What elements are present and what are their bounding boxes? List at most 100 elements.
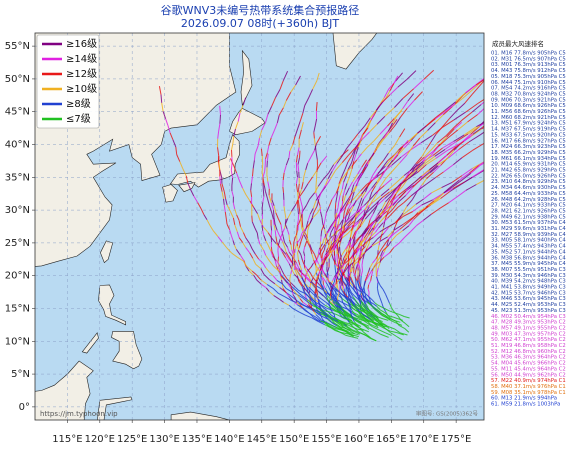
track-segment (334, 245, 335, 251)
track-segment (271, 230, 272, 236)
track-segment (358, 259, 359, 263)
track-segment (161, 95, 162, 103)
lon-tick-label: 115°E (52, 434, 82, 445)
track-segment (330, 291, 331, 296)
legend-label: ≥14级 (66, 53, 97, 65)
track-segment (265, 166, 266, 172)
lat-tick-label: 15°N (5, 303, 30, 314)
track-segment (316, 179, 317, 186)
track-segment (334, 260, 335, 265)
track-segment (349, 292, 350, 298)
track-segment (316, 102, 317, 111)
track-segment (315, 289, 316, 294)
track-segment (271, 247, 272, 252)
legend-label: ≤7级 (66, 113, 91, 125)
lon-tick-label: 160°E (344, 434, 374, 445)
track-segment (350, 272, 351, 277)
track-segment (321, 230, 322, 236)
track-segment (262, 202, 263, 208)
track-segment (353, 247, 354, 252)
track-segment (278, 251, 279, 257)
track-segment (343, 196, 344, 201)
track-segment (289, 235, 290, 240)
lon-tick-label: 150°E (279, 434, 309, 445)
track-segment (301, 222, 302, 228)
track-segment (321, 275, 322, 279)
lat-tick-label: 25°N (5, 238, 30, 249)
track-segment (327, 258, 328, 262)
track-segment (285, 219, 286, 224)
lat-tick-label: 20°N (5, 271, 30, 282)
track-segment (294, 255, 295, 261)
lat-tick-label: 35°N (5, 172, 30, 183)
lat-tick-label: 45°N (5, 107, 30, 118)
ranking-title: 成员最大风速排名 (492, 39, 544, 48)
track-segment (336, 279, 337, 284)
track-segment (344, 275, 345, 278)
lon-tick-label: 170°E (409, 434, 439, 445)
track-segment (262, 156, 263, 164)
track-segment (321, 254, 322, 258)
track-segment (220, 115, 221, 124)
track-segment (252, 216, 253, 222)
lon-tick-label: 135°E (182, 434, 212, 445)
track-segment (295, 249, 296, 253)
source: https://jm.typhoon.vip (40, 410, 118, 418)
track-segment (336, 220, 337, 226)
track-segment (298, 192, 299, 200)
track-segment (318, 295, 319, 299)
track-segment (358, 263, 359, 268)
subtitle: 2026.09.07 08时(+360h) BJT (181, 17, 340, 30)
track-segment (263, 190, 264, 197)
track-segment (271, 236, 272, 242)
legend-label: ≥12级 (66, 68, 97, 80)
lon-tick-label: 120°E (85, 434, 115, 445)
track-segment (262, 164, 263, 172)
track-segment (271, 226, 272, 231)
track-segment (292, 262, 293, 266)
track-segment (314, 132, 315, 138)
track-segment (327, 272, 328, 277)
track-segment (254, 154, 255, 161)
track-segment (224, 199, 225, 205)
track-segment (304, 265, 305, 269)
track-segment (297, 235, 298, 241)
lon-tick-label: 175°E (441, 434, 471, 445)
track-segment (310, 283, 311, 287)
legend-label: ≥10级 (66, 83, 97, 95)
lat-tick-label: 50°N (5, 74, 30, 85)
track-segment (253, 168, 254, 176)
track-segment (298, 225, 299, 231)
lat-tick-label: 5°N (11, 369, 30, 380)
track-segment (232, 178, 233, 186)
credit: 审图号: GS(2005)362号 (416, 410, 479, 418)
track-segment (335, 265, 336, 270)
track-segment (322, 218, 323, 224)
track-segment (364, 288, 365, 292)
track-segment (358, 280, 359, 284)
lon-tick-label: 125°E (117, 434, 147, 445)
track-segment (368, 285, 369, 289)
lon-tick-label: 130°E (149, 434, 179, 445)
track-segment (320, 248, 321, 254)
track-segment (354, 252, 355, 257)
legend-label: ≥16级 (66, 38, 97, 50)
track-segment (220, 176, 221, 184)
track-segment (302, 221, 303, 228)
lat-tick-label: 40°N (5, 140, 30, 151)
lon-tick-label: 155°E (311, 434, 341, 445)
track-segment (336, 293, 337, 297)
lon-tick-label: 145°E (247, 434, 277, 445)
lat-tick-label: 30°N (5, 205, 30, 216)
track-segment (377, 283, 378, 289)
track-segment (298, 208, 299, 214)
lat-tick-label: 0° (19, 402, 30, 413)
track-segment (338, 203, 339, 208)
track-segment (262, 225, 263, 231)
lat-tick-label: 55°N (5, 41, 30, 52)
track-segment (362, 265, 363, 271)
track-segment (283, 187, 284, 193)
track-segment (300, 151, 301, 158)
